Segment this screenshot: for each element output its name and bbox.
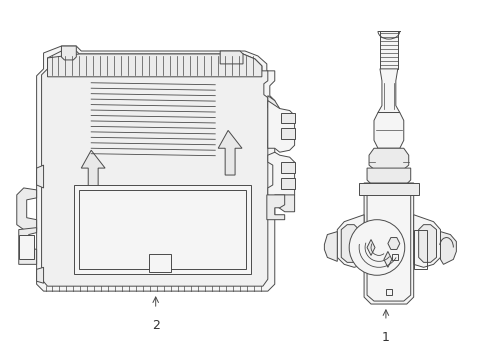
Polygon shape [17, 188, 37, 230]
Polygon shape [48, 54, 262, 77]
Polygon shape [367, 168, 411, 185]
Polygon shape [364, 183, 414, 304]
Polygon shape [37, 46, 275, 291]
Polygon shape [337, 215, 364, 267]
Polygon shape [37, 165, 44, 188]
Bar [386, 289, 392, 295]
Polygon shape [414, 215, 441, 267]
Polygon shape [378, 69, 400, 113]
Polygon shape [218, 130, 242, 175]
Polygon shape [81, 150, 105, 195]
Polygon shape [268, 152, 294, 202]
Polygon shape [324, 231, 337, 261]
Circle shape [349, 220, 405, 275]
Polygon shape [19, 228, 37, 264]
Polygon shape [388, 238, 400, 249]
Polygon shape [42, 51, 268, 286]
Bar [392, 255, 398, 260]
Bar [74, 185, 251, 274]
Bar [380, 31, 398, 69]
Text: 1: 1 [382, 331, 390, 344]
Bar [149, 255, 171, 272]
Polygon shape [267, 195, 285, 220]
Bar [281, 178, 294, 189]
Polygon shape [441, 231, 456, 264]
Bar [281, 113, 294, 123]
Text: 2: 2 [152, 319, 160, 332]
Polygon shape [367, 239, 375, 255]
Polygon shape [369, 148, 409, 170]
Polygon shape [220, 51, 243, 64]
Polygon shape [61, 46, 76, 60]
Polygon shape [268, 96, 280, 148]
Polygon shape [275, 195, 294, 212]
Bar [79, 190, 246, 269]
Polygon shape [418, 225, 437, 262]
Polygon shape [384, 251, 392, 267]
Polygon shape [359, 183, 418, 195]
Bar [281, 129, 294, 139]
Polygon shape [341, 225, 359, 262]
Polygon shape [374, 113, 404, 148]
Bar [19, 235, 34, 260]
Polygon shape [268, 100, 294, 152]
Bar [281, 162, 294, 173]
Polygon shape [37, 267, 44, 283]
